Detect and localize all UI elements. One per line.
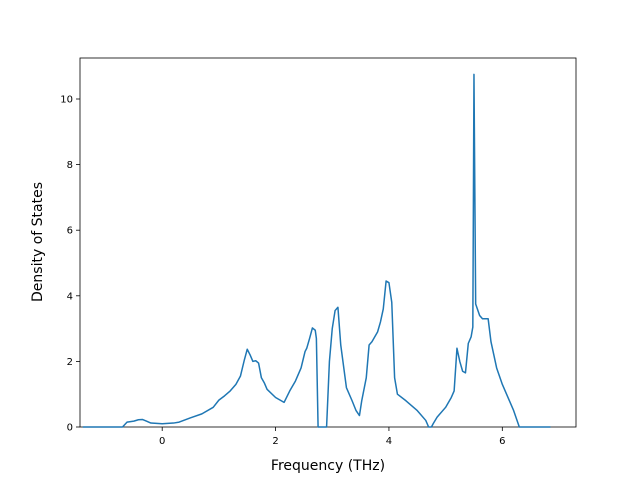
y-tick-label: 8	[67, 160, 73, 171]
y-tick-label: 4	[67, 291, 73, 302]
y-axis-ticks: 0 2 4 6 8 10	[60, 95, 80, 434]
x-axis-label: Frequency (THz)	[271, 458, 385, 474]
x-tick-label: 6	[499, 436, 505, 447]
y-tick-label: 0	[67, 423, 73, 434]
series-line	[82, 73, 551, 428]
x-axis-ticks: 0 2 4 6	[159, 427, 505, 447]
y-tick-label: 2	[67, 357, 73, 368]
x-tick-label: 2	[272, 436, 278, 447]
x-tick-label: 4	[386, 436, 392, 447]
y-tick-label: 6	[67, 226, 73, 237]
y-tick-label: 10	[60, 95, 73, 106]
y-axis-label: Density of States	[30, 182, 46, 302]
x-tick-label: 0	[159, 436, 165, 447]
plot-area	[79, 57, 577, 428]
